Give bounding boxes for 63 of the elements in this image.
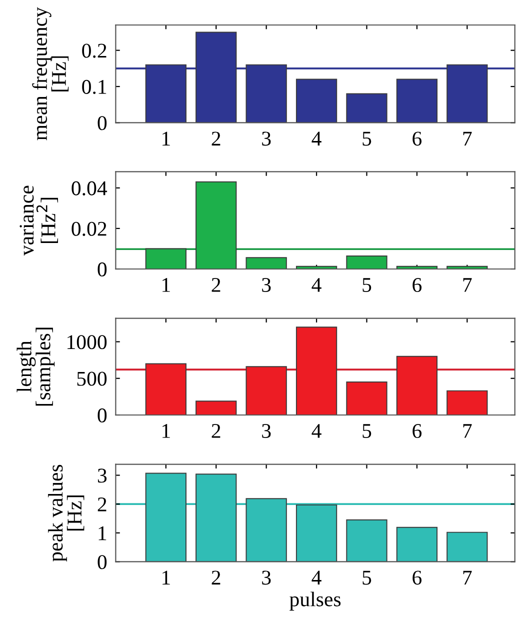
x-tick-label: 6 [412,424,422,438]
bar [196,400,237,415]
y-axis-title: length [samples] [16,328,55,406]
bar [145,363,186,415]
x-axis-title: pulses [290,592,341,611]
y-tick-label: 0 [98,555,107,570]
x-tick-label: 2 [212,570,220,584]
bar [446,390,488,415]
x-tick-label: 6 [412,278,422,292]
x-tick-label: 3 [262,570,271,585]
y-tick-label: 500 [77,372,107,386]
x-tick-label: 5 [362,570,372,585]
bar [346,256,388,269]
y-axis-title: peak values [Hz] [48,464,84,562]
bar [346,519,388,562]
x-tick-label: 3 [262,424,271,438]
bar [446,532,488,562]
x-tick-label: 7 [463,570,472,584]
y-tick-label: 0 [98,116,107,130]
x-tick-label: 2 [212,132,220,146]
bar [246,257,287,269]
y-tick-label: 3 [98,468,107,483]
bar [346,382,388,415]
bar [296,78,338,123]
x-tick-label: 7 [463,278,472,292]
y-tick-label: 0.04 [72,181,108,196]
x-tick-label: 4 [312,278,322,292]
x-tick-label: 1 [162,570,170,584]
y-tick-label: 2 [98,498,106,512]
y-axis-title: mean frequency [Hz] [32,7,69,140]
x-tick-label: 1 [162,278,170,292]
x-tick-label: 6 [412,132,422,146]
x-tick-label: 4 [312,424,322,438]
x-tick-label: 5 [362,278,372,292]
x-tick-label: 7 [463,424,472,438]
x-tick-label: 4 [312,570,322,584]
y-tick-label: 1000 [68,335,107,350]
x-tick-label: 5 [362,132,372,146]
y-tick-label: 0 [98,262,107,276]
bar [296,326,338,415]
y-tick-label: 0.1 [82,80,106,94]
bar [396,78,438,123]
bar [246,366,287,415]
bar [196,181,237,269]
x-tick-label: 2 [212,278,220,292]
x-tick-label: 6 [412,570,422,585]
x-tick-label: 5 [362,424,372,438]
x-tick-label: 3 [262,132,271,146]
y-tick-label: 0.02 [72,222,106,236]
x-tick-label: 1 [162,424,170,438]
x-tick-label: 7 [463,132,472,146]
y-tick-label: 0 [98,408,107,422]
x-tick-label: 4 [312,132,322,146]
bar [145,248,186,269]
y-tick-label: 1 [98,526,106,540]
x-tick-label: 1 [162,132,170,146]
bar [396,356,438,415]
y-axis-title: variance [Hz$^{2}$] [20,186,58,256]
x-tick-label: 2 [212,424,220,438]
bar [396,526,438,562]
y-tick-label: 0.2 [82,44,106,58]
bar [346,93,388,123]
x-tick-label: 3 [262,278,271,292]
